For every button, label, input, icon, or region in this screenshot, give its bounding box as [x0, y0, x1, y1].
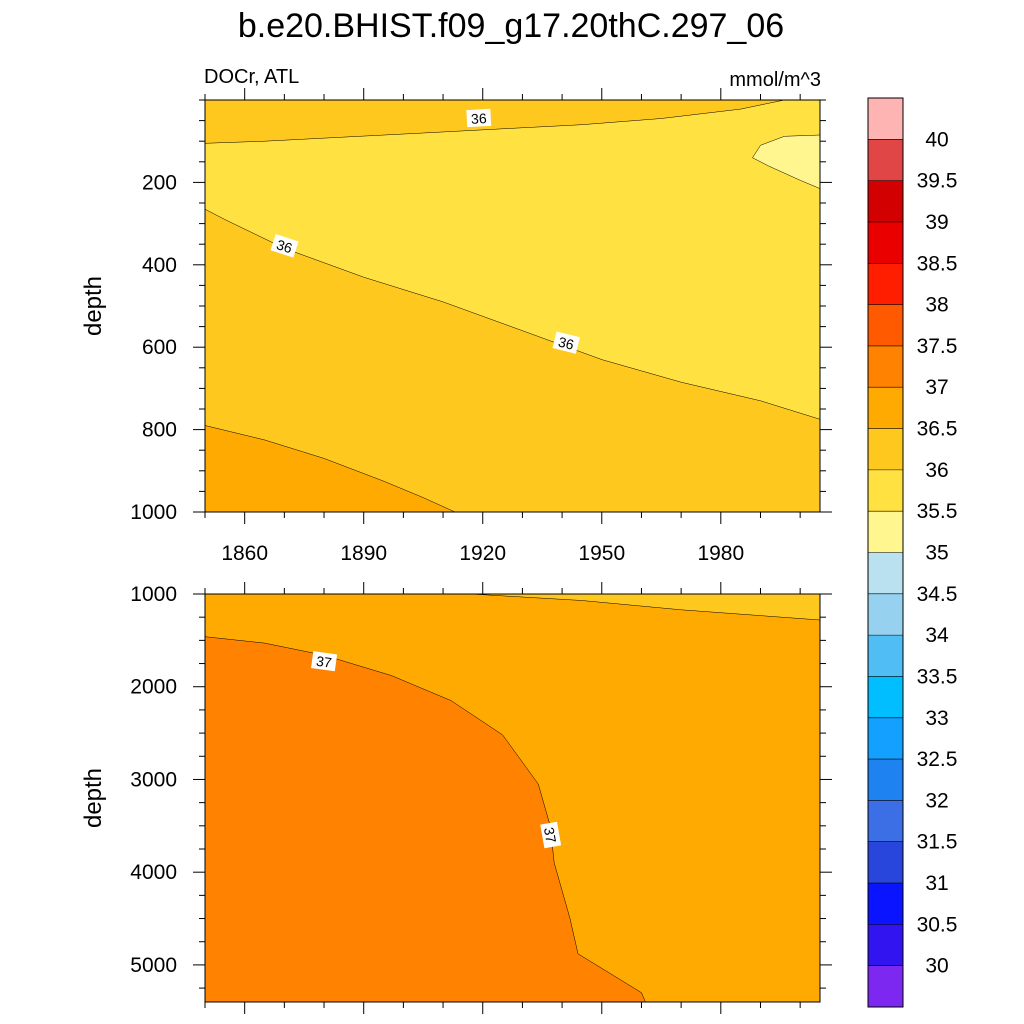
units-label: mmol/m^3	[729, 69, 821, 91]
y-tick-label: 3000	[130, 768, 177, 791]
contour-region	[752, 134, 820, 189]
colorbar-frame	[867, 97, 904, 1008]
colorbar-swatch	[868, 593, 903, 636]
colorbar-swatch	[868, 221, 903, 264]
y-tick-label: 5000	[130, 954, 177, 977]
colorbar-label: 34	[925, 624, 949, 647]
colorbar-swatch	[868, 759, 903, 801]
colorbar-swatch	[868, 883, 903, 925]
colorbar-swatch	[868, 98, 903, 140]
colorbar-label: 40	[925, 128, 948, 151]
y-tick-label: 2000	[130, 676, 177, 699]
colorbar-swatch	[868, 139, 903, 182]
colorbar-swatch	[868, 511, 903, 553]
x-tick-label: 1980	[697, 542, 744, 565]
y-axis-label: depth	[80, 276, 107, 336]
colorbar-label: 38.5	[917, 252, 958, 275]
colorbar-label: 39.5	[917, 170, 958, 193]
colorbar-label: 33.5	[917, 665, 958, 688]
y-tick-label: 1000	[130, 583, 177, 606]
contour-label: 37	[311, 651, 338, 672]
colorbar-label: 34.5	[917, 583, 958, 606]
colorbar-swatch	[868, 263, 903, 305]
x-tick-label: 1950	[578, 542, 625, 565]
colorbar-swatch	[868, 552, 903, 595]
colorbar-swatch	[868, 676, 903, 719]
contour-label: 37	[540, 821, 562, 849]
colorbar-label: 32.5	[917, 748, 958, 771]
x-tick-label: 1920	[459, 542, 506, 565]
colorbar-label: 33	[925, 707, 948, 730]
colorbar-swatch	[868, 304, 903, 347]
chart-title: b.e20.BHIST.f09_g17.20thC.297_06	[238, 7, 784, 45]
y-tick-label: 1000	[130, 501, 177, 524]
colorbar-label: 36	[925, 459, 948, 482]
x-tick-label: 1890	[340, 542, 387, 565]
y-tick-label: 800	[142, 419, 177, 442]
colorbar-swatch	[868, 800, 903, 843]
colorbar-swatch	[868, 180, 903, 223]
colorbar-label: 39	[925, 211, 948, 234]
panel-lower: 1000 2000 3000 4000 5000 depth 37 37	[80, 582, 832, 1014]
colorbar-label: 30.5	[917, 913, 958, 936]
y-axis-label: depth	[80, 768, 107, 828]
colorbar-swatch	[868, 965, 903, 1008]
contour-label: 36	[466, 108, 492, 128]
colorbar-swatch	[868, 428, 903, 471]
colorbar-swatch	[868, 924, 903, 967]
colorbar-swatch	[868, 717, 903, 760]
svg-text:36: 36	[471, 110, 488, 127]
y-tick-label: 600	[142, 336, 177, 359]
plot-frame	[204, 593, 821, 1003]
y-tick-label: 200	[142, 171, 177, 194]
svg-text:37: 37	[541, 826, 559, 844]
y-tick-label: 400	[142, 254, 177, 277]
y-tick-label: 4000	[130, 861, 177, 884]
colorbar-swatch	[868, 841, 903, 884]
svg-text:37: 37	[315, 653, 333, 671]
contour-region	[205, 100, 820, 420]
colorbar-label: 31	[925, 872, 948, 895]
colorbar-swatch	[868, 387, 903, 429]
contour-region	[205, 425, 456, 512]
variable-label: DOCr, ATL	[204, 66, 299, 88]
colorbar-label: 36.5	[917, 418, 958, 441]
colorbar-label: 32	[925, 789, 948, 812]
colorbar-swatch	[868, 345, 903, 388]
contour-label: 36	[552, 331, 580, 354]
colorbar-swatch	[868, 469, 903, 512]
colorbar-label: 30	[925, 955, 948, 978]
colorbar-label: 31.5	[917, 831, 958, 854]
contour-label: 36	[270, 234, 299, 258]
colorbar: 40 39.5 39 38.5 38 37.5 37 36.5 36 35.5 35 34.5 34 33…	[867, 97, 958, 1008]
x-tick-label: 1860	[221, 542, 268, 565]
colorbar-label: 37	[925, 376, 948, 399]
colorbar-label: 38	[925, 294, 948, 317]
colorbar-label: 35.5	[917, 500, 958, 523]
contour-region	[470, 594, 820, 621]
svg-text:36: 36	[557, 333, 576, 352]
colorbar-swatch	[868, 635, 903, 677]
colorbar-label: 37.5	[917, 335, 958, 358]
svg-text:36: 36	[275, 236, 295, 256]
panel-upper: 1860 1890 1920 1950 1980 200 400 600 800 1000 dept…	[80, 88, 832, 565]
colorbar-label: 35	[925, 542, 948, 565]
